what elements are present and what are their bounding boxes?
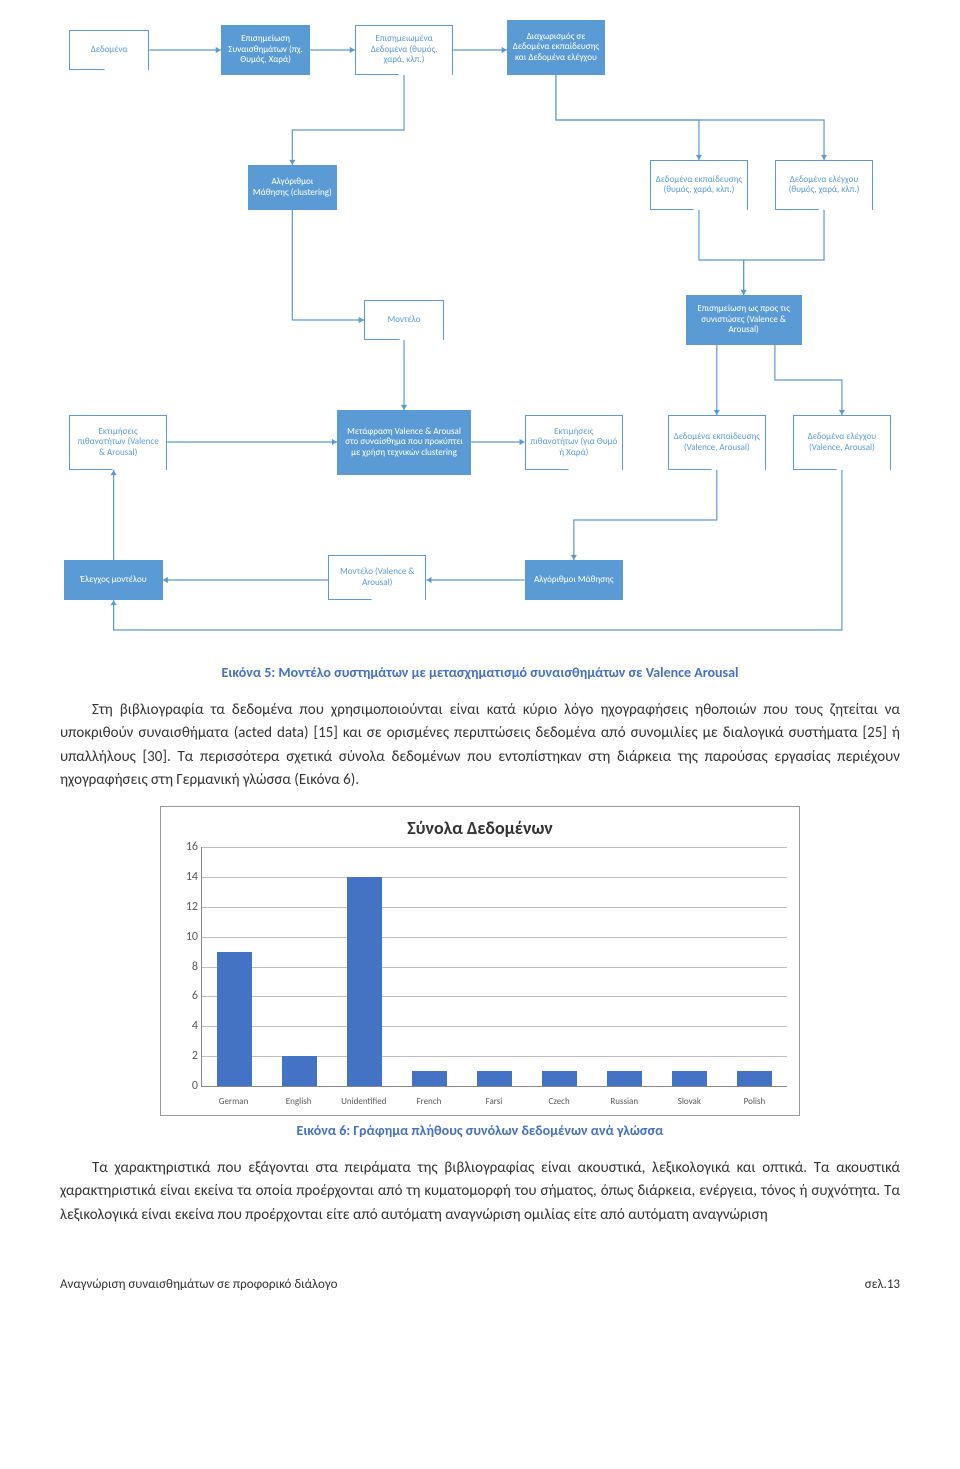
chart-xlabel: Slovak bbox=[657, 1087, 722, 1107]
chart-gridline bbox=[202, 937, 787, 938]
footer-right: σελ.13 bbox=[865, 1277, 900, 1292]
chart-ytick: 2 bbox=[176, 1049, 198, 1063]
flow-node-n_annotVA: Επισημείωση ως προς τις συνιστώσες (Vale… bbox=[686, 295, 802, 345]
chart-bar bbox=[542, 1071, 578, 1086]
paragraph-2: Τα χαρακτηριστικά που εξάγονται στα πειρ… bbox=[60, 1157, 900, 1227]
footer-left: Αναγνώριση συναισθημάτων σε προφορικό δι… bbox=[60, 1277, 338, 1292]
flow-node-n_model: Μοντέλο bbox=[364, 300, 444, 340]
chart-gridline bbox=[202, 967, 787, 968]
caption-fig6: Εικόνα 6: Γράφημα πλήθους συνόλων δεδομέ… bbox=[60, 1122, 900, 1139]
flow-node-n_trainVA: Δεδομένα εκπαίδευσης (Valence, Arousal) bbox=[668, 415, 766, 470]
flow-node-n_modelVA: Μοντέλο (Valence & Arousal) bbox=[328, 555, 426, 600]
chart-xlabel: English bbox=[266, 1087, 331, 1107]
chart-xlabel: Polish bbox=[722, 1087, 787, 1107]
chart-ytick: 12 bbox=[176, 900, 198, 914]
chart-bar bbox=[217, 952, 253, 1086]
flow-node-n_adata: Επισημειωμένα Δεδομένα (θυμός, χαρά, κλπ… bbox=[355, 25, 453, 75]
chart-gridline bbox=[202, 996, 787, 997]
chart-area: 0246810121416 GermanEnglishUnidentifiedF… bbox=[201, 847, 787, 1107]
page-footer: Αναγνώριση συναισθημάτων σε προφορικό δι… bbox=[60, 1277, 900, 1292]
chart-bar bbox=[672, 1071, 708, 1086]
chart-xlabel: Russian bbox=[592, 1087, 657, 1107]
chart-xlabel: French bbox=[396, 1087, 461, 1107]
caption-fig5: Εικόνα 5: Μοντέλο συστημάτων με μετασχημ… bbox=[60, 664, 900, 681]
flow-node-n_data: Δεδομένα bbox=[69, 30, 149, 70]
flow-node-n_train1: Δεδομένα εκπαίδευσης (θυμός, χαρά, κλπ.) bbox=[650, 160, 748, 210]
chart-bar bbox=[347, 877, 383, 1086]
chart-ytick: 6 bbox=[176, 989, 198, 1003]
chart-xlabel: German bbox=[201, 1087, 266, 1107]
chart-ytick: 14 bbox=[176, 870, 198, 884]
chart-ytick: 4 bbox=[176, 1019, 198, 1033]
flow-node-n_test1: Δεδομένα ελέγχου (θυμός, χαρά, κλπ.) bbox=[775, 160, 873, 210]
flow-node-n_trans: Μετάφραση Valence & Arousal στο συναίσθη… bbox=[337, 410, 471, 475]
paragraph-1: Στη βιβλιογραφία τα δεδομένα που χρησιμο… bbox=[60, 699, 900, 792]
chart-bar bbox=[477, 1071, 513, 1086]
flow-node-n_clust: Αλγόριθμοι Μάθησης (clustering) bbox=[248, 165, 337, 210]
chart-bar bbox=[737, 1071, 773, 1086]
chart-gridline bbox=[202, 877, 787, 878]
flow-node-n_testVA: Δεδομένα ελέγχου (Valence, Arousal) bbox=[793, 415, 891, 470]
chart-gridline bbox=[202, 1026, 787, 1027]
flow-node-n_estVA: Εκτιμήσεις πιθανοτήτων (Valence & Arousa… bbox=[69, 415, 167, 470]
chart-ytick: 8 bbox=[176, 960, 198, 974]
chart-title: Σύνολα Δεδομένων bbox=[173, 817, 787, 839]
chart-ytick: 16 bbox=[176, 840, 198, 854]
page: Δεδομένα Επισημείωση Συναισθημάτων (πχ. Θ… bbox=[0, 0, 960, 1322]
flow-node-n_annot: Επισημείωση Συναισθημάτων (πχ. Θυμός, Χα… bbox=[221, 25, 310, 75]
flow-node-n_check: Έλεγχος μοντέλου bbox=[64, 560, 162, 600]
chart-xlabel: Unidentified bbox=[331, 1087, 396, 1107]
chart-plot: 0246810121416 bbox=[201, 847, 787, 1087]
chart-bar bbox=[282, 1056, 318, 1086]
flow-node-n_estTH: Εκτιμήσεις πιθανοτήτων (για Θυμό ή Χαρά) bbox=[525, 415, 623, 470]
chart-ytick: 10 bbox=[176, 930, 198, 944]
chart-gridline bbox=[202, 907, 787, 908]
chart-xlabel: Farsi bbox=[461, 1087, 526, 1107]
chart-xlabel: Czech bbox=[527, 1087, 592, 1107]
flowchart-figure: Δεδομένα Επισημείωση Συναισθημάτων (πχ. Θ… bbox=[60, 20, 900, 660]
flow-node-n_learn: Αλγόριθμοι Μάθησης bbox=[525, 560, 623, 600]
chart-bar bbox=[607, 1071, 643, 1086]
flow-node-n_split: Διαχωρισμός σε Δεδομένα εκπαίδευσης και … bbox=[507, 20, 605, 75]
chart-bar bbox=[412, 1071, 448, 1086]
chart-ytick: 0 bbox=[176, 1079, 198, 1093]
chart-box: Σύνολα Δεδομένων 0246810121416 GermanEng… bbox=[160, 806, 800, 1116]
chart-xlabels: GermanEnglishUnidentifiedFrenchFarsiCzec… bbox=[201, 1087, 787, 1107]
chart-gridline bbox=[202, 847, 787, 848]
